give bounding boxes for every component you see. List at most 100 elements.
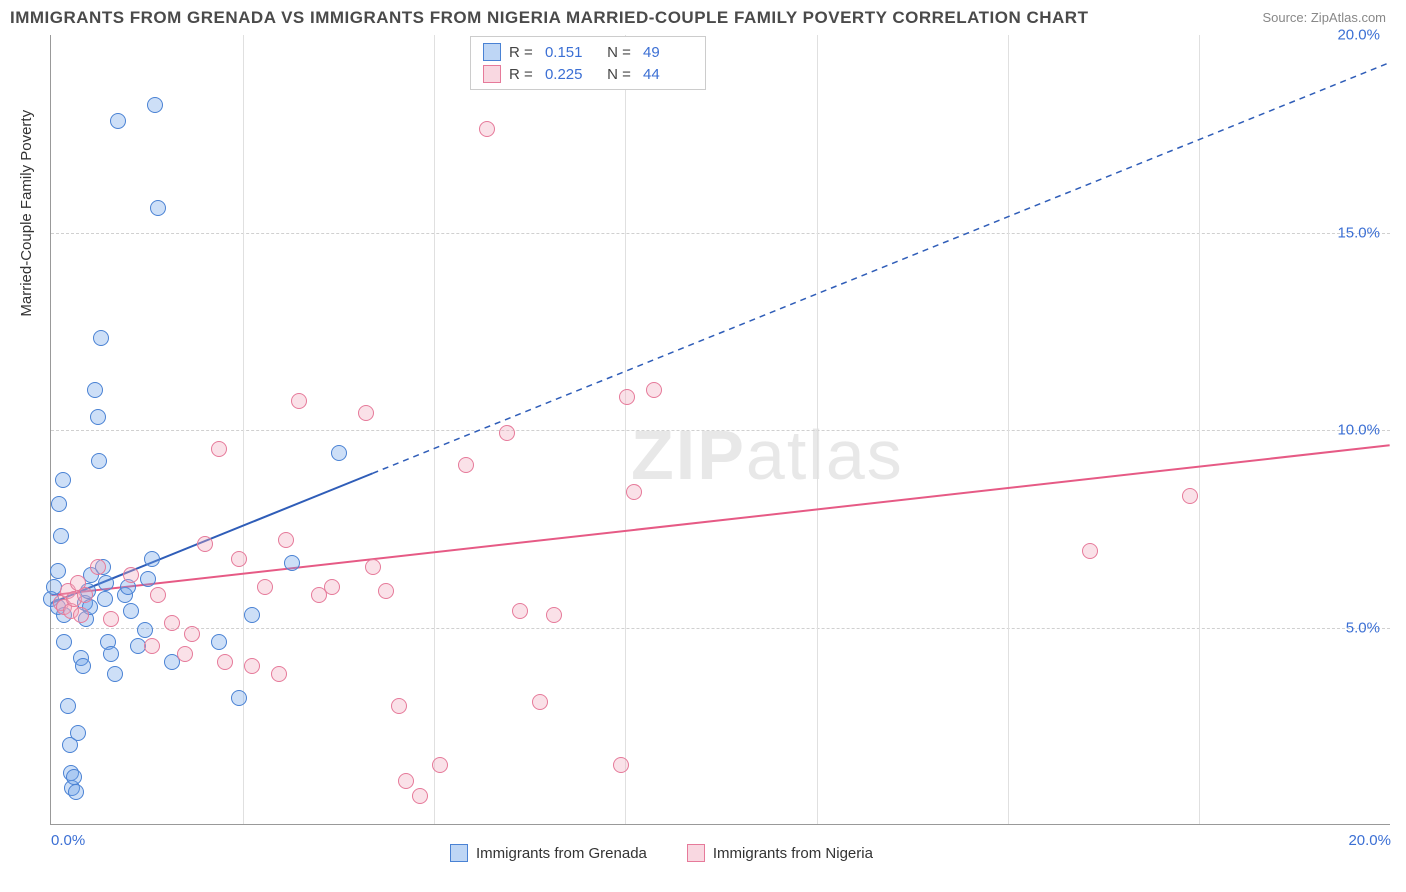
stat-r-value: 0.151 — [545, 44, 595, 61]
data-point — [358, 405, 374, 421]
data-point — [257, 579, 273, 595]
data-point — [197, 536, 213, 552]
data-point — [412, 788, 428, 804]
data-point — [1082, 543, 1098, 559]
data-point — [103, 611, 119, 627]
data-point — [68, 784, 84, 800]
data-point — [291, 393, 307, 409]
data-point — [278, 532, 294, 548]
stat-r-value: 0.225 — [545, 66, 595, 83]
legend-bottom: Immigrants from Grenada Immigrants from N… — [450, 844, 873, 862]
data-point — [284, 555, 300, 571]
watermark-bold: ZIP — [631, 416, 746, 494]
data-point — [646, 382, 662, 398]
data-point — [107, 666, 123, 682]
data-point — [398, 773, 414, 789]
data-point — [217, 654, 233, 670]
data-point — [164, 615, 180, 631]
data-point — [378, 583, 394, 599]
data-point — [140, 571, 156, 587]
legend-swatch — [450, 844, 468, 862]
data-point — [75, 658, 91, 674]
data-point — [619, 389, 635, 405]
gridline-v — [1008, 35, 1009, 824]
gridline-h — [51, 628, 1390, 629]
data-point — [123, 603, 139, 619]
stat-n-label: N = — [603, 66, 635, 83]
legend-label: Immigrants from Nigeria — [713, 845, 873, 862]
data-point — [87, 382, 103, 398]
gridline-h — [51, 233, 1390, 234]
data-point — [324, 579, 340, 595]
gridline-v — [1199, 35, 1200, 824]
ytick-label: 10.0% — [1337, 422, 1380, 439]
data-point — [77, 587, 93, 603]
data-point — [231, 551, 247, 567]
stat-n-value: 49 — [643, 44, 693, 61]
xtick-label: 20.0% — [1348, 832, 1391, 849]
data-point — [110, 113, 126, 129]
y-axis-label: Married-Couple Family Poverty — [18, 110, 35, 317]
legend-swatch — [483, 43, 501, 61]
data-point — [244, 658, 260, 674]
data-point — [177, 646, 193, 662]
legend-swatch — [687, 844, 705, 862]
data-point — [97, 591, 113, 607]
data-point — [432, 757, 448, 773]
data-point — [90, 409, 106, 425]
ytick-label: 15.0% — [1337, 224, 1380, 241]
data-point — [147, 97, 163, 113]
data-point — [391, 698, 407, 714]
data-point — [98, 575, 114, 591]
legend-stats-box: R = 0.151 N = 49R = 0.225 N = 44 — [470, 36, 706, 90]
gridline-v — [243, 35, 244, 824]
data-point — [231, 690, 247, 706]
data-point — [150, 587, 166, 603]
gridline-h — [51, 430, 1390, 431]
trend-line-solid — [51, 445, 1389, 595]
data-point — [211, 634, 227, 650]
gridline-v — [817, 35, 818, 824]
data-point — [365, 559, 381, 575]
data-point — [73, 607, 89, 623]
data-point — [271, 666, 287, 682]
stat-r-label: R = — [509, 66, 537, 83]
legend-item: Immigrants from Grenada — [450, 844, 647, 862]
ytick-label: 5.0% — [1346, 619, 1380, 636]
data-point — [66, 769, 82, 785]
plot-area: ZIPatlas 5.0%10.0%15.0%20.0%0.0%20.0% — [50, 35, 1390, 825]
data-point — [211, 441, 227, 457]
data-point — [1182, 488, 1198, 504]
legend-label: Immigrants from Grenada — [476, 845, 647, 862]
legend-stats-row: R = 0.151 N = 49 — [483, 41, 693, 63]
data-point — [55, 472, 71, 488]
data-point — [144, 551, 160, 567]
data-point — [613, 757, 629, 773]
chart-container: IMMIGRANTS FROM GRENADA VS IMMIGRANTS FR… — [0, 0, 1406, 892]
legend-item: Immigrants from Nigeria — [687, 844, 873, 862]
data-point — [93, 330, 109, 346]
data-point — [51, 496, 67, 512]
data-point — [123, 567, 139, 583]
watermark-thin: atlas — [746, 416, 904, 494]
ytick-label: 20.0% — [1337, 27, 1380, 44]
stat-n-label: N = — [603, 44, 635, 61]
data-point — [458, 457, 474, 473]
data-point — [60, 698, 76, 714]
data-point — [50, 563, 66, 579]
data-point — [150, 200, 166, 216]
chart-title: IMMIGRANTS FROM GRENADA VS IMMIGRANTS FR… — [10, 8, 1088, 28]
source-label: Source: ZipAtlas.com — [1262, 10, 1386, 25]
data-point — [70, 725, 86, 741]
data-point — [499, 425, 515, 441]
data-point — [626, 484, 642, 500]
xtick-label: 0.0% — [51, 832, 85, 849]
data-point — [144, 638, 160, 654]
stat-n-value: 44 — [643, 66, 693, 83]
watermark: ZIPatlas — [631, 415, 904, 495]
data-point — [532, 694, 548, 710]
data-point — [91, 453, 107, 469]
data-point — [184, 626, 200, 642]
trend-line-dashed — [373, 63, 1390, 474]
stat-r-label: R = — [509, 44, 537, 61]
